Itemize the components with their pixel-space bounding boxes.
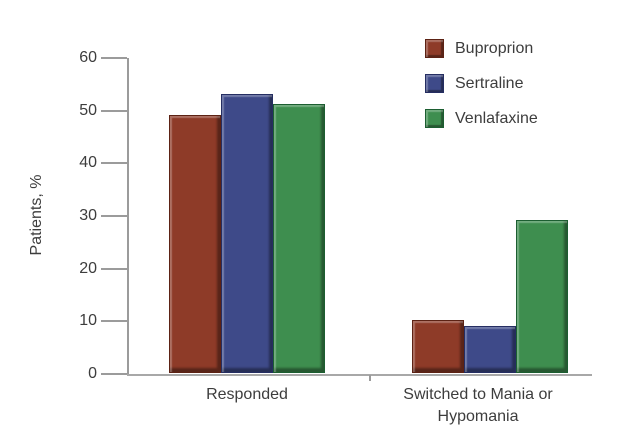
plot-area: 0 10 20 30 40 50 60 Responded Switched to Mania…	[79, 49, 592, 425]
y-tick	[101, 320, 127, 323]
y-tick	[101, 57, 127, 59]
y-tick	[101, 162, 127, 165]
legend-label: Buproprion	[455, 39, 534, 57]
bar-venlafaxine-0	[273, 104, 325, 373]
y-axis-line	[127, 58, 129, 376]
y-tick-label: 60	[79, 49, 97, 66]
legend-swatch	[425, 39, 444, 58]
bar-sertraline-1	[464, 326, 516, 373]
y-tick	[101, 373, 127, 375]
y-tick-label: 20	[79, 259, 97, 277]
y-tick-label: 50	[79, 101, 97, 119]
y-tick-label: 0	[88, 365, 97, 382]
legend: Buproprion Sertraline Venlafaxine	[425, 39, 538, 144]
y-tick-label: 10	[79, 312, 97, 330]
x-category-label: Responded	[206, 386, 288, 403]
y-tick-label: 30	[79, 207, 97, 224]
bar-buproprion-1	[412, 320, 464, 373]
y-tick	[101, 109, 127, 112]
x-category-label: Switched to Mania or Hypomania	[403, 386, 553, 425]
y-tick	[101, 215, 127, 217]
legend-item-buproprion: Buproprion	[425, 39, 538, 58]
y-axis-label: Patients, %	[28, 174, 45, 256]
bar-buproprion-0	[169, 115, 221, 373]
y-tick-label: 40	[79, 154, 97, 172]
category-divider-tick	[369, 375, 371, 381]
legend-label: Sertraline	[455, 74, 524, 92]
legend-swatch	[425, 109, 444, 128]
bar-sertraline-0	[221, 94, 273, 373]
legend-item-sertraline: Sertraline	[425, 74, 538, 93]
legend-swatch	[425, 74, 444, 93]
y-tick	[101, 267, 127, 270]
x-axis-line	[127, 374, 592, 376]
legend-item-venlafaxine: Venlafaxine	[425, 109, 538, 128]
bar-venlafaxine-1	[516, 220, 568, 373]
legend-label: Venlafaxine	[455, 109, 538, 127]
